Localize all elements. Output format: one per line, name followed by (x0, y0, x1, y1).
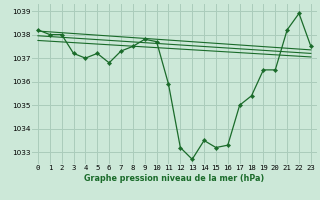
X-axis label: Graphe pression niveau de la mer (hPa): Graphe pression niveau de la mer (hPa) (84, 174, 265, 183)
